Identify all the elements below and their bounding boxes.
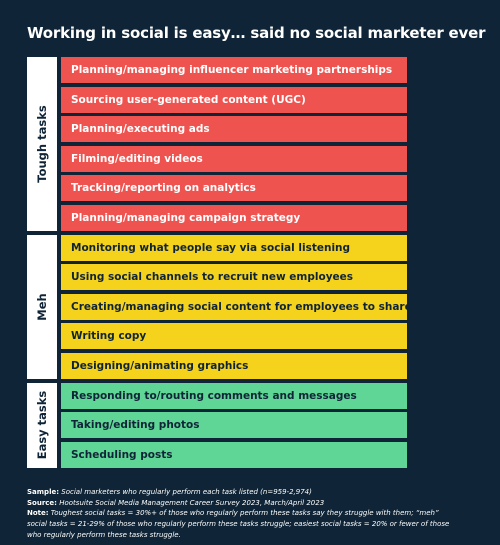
task-bar: Using social channels to recruit new emp…: [61, 264, 407, 291]
task-bar: Taking/editing photos: [61, 412, 407, 439]
group-label-text: Meh: [35, 293, 49, 321]
task-difficulty-chart: Tough tasks Planning/managing influencer …: [27, 57, 407, 470]
source-text: Hootsuite Social Media Management Career…: [59, 498, 325, 507]
task-bar: Sourcing user-generated content (UGC): [61, 86, 407, 113]
definition-note-cont: social tasks = 21-29% of those who regul…: [27, 519, 489, 530]
task-bar: Scheduling posts: [61, 441, 407, 468]
note-text-line-1: Toughest social tasks = 30%+ of those wh…: [50, 509, 439, 518]
task-bar: Responding to/routing comments and messa…: [61, 382, 407, 409]
task-bar: Designing/animating graphics: [61, 353, 407, 379]
group-label-1: Meh: [27, 234, 57, 379]
task-bar: Creating/managing social content for emp…: [61, 293, 407, 320]
source-note: Source: Hootsuite Social Media Managemen…: [27, 498, 489, 509]
definition-note: Note: Toughest social tasks = 30%+ of th…: [27, 508, 489, 519]
task-bar: Writing copy: [61, 323, 407, 350]
task-bar: Filming/editing videos: [61, 145, 407, 172]
group-label-text: Tough tasks: [35, 105, 49, 183]
group-label-0: Tough tasks: [27, 57, 57, 231]
task-bar: Planning/managing influencer marketing p…: [61, 57, 407, 83]
group-label-2: Easy tasks: [27, 382, 57, 468]
sample-text: Social marketers who regularly perform e…: [61, 488, 312, 496]
group-label-text: Easy tasks: [35, 390, 49, 460]
task-bar: Planning/managing campaign strategy: [61, 205, 407, 231]
note-text-line-3: who regularly perform these tasks strugg…: [27, 530, 181, 539]
task-bar: Tracking/reporting on analytics: [61, 175, 407, 202]
definition-note-end: who regularly perform these tasks strugg…: [27, 530, 489, 541]
task-bar: Planning/executing ads: [61, 116, 407, 143]
task-bar: Monitoring what people say via social li…: [61, 234, 407, 261]
sample-label: Sample:: [27, 488, 60, 496]
chart-notes: Sample: Social marketers who regularly p…: [27, 487, 489, 541]
note-text-line-2: social tasks = 21-29% of those who regul…: [27, 520, 450, 529]
chart-title: Working in social is easy… said no socia…: [27, 24, 486, 42]
note-label: Note:: [27, 509, 49, 518]
sample-note: Sample: Social marketers who regularly p…: [27, 487, 489, 498]
source-label: Source:: [27, 498, 57, 507]
